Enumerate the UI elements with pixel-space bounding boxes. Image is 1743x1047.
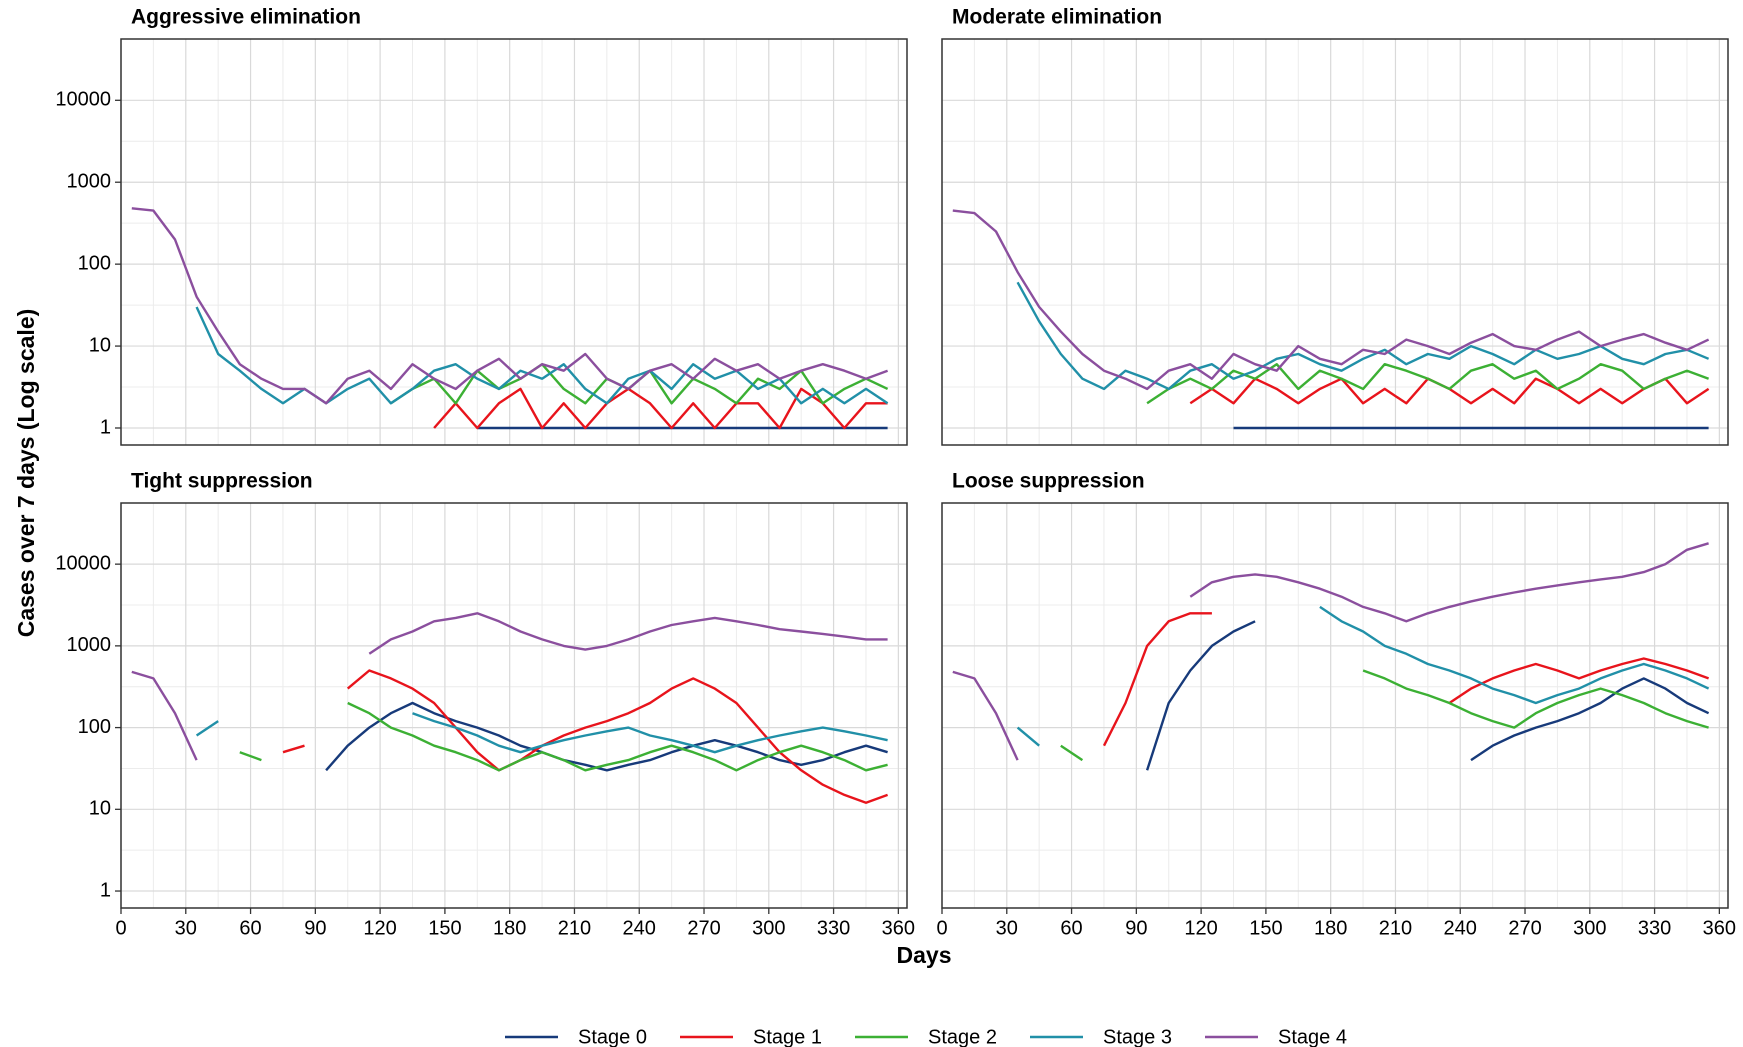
- x-tick-label: 210: [558, 917, 591, 939]
- x-tick-label: 0: [115, 917, 126, 939]
- panel-border: [941, 502, 1729, 909]
- series-line: [1102, 612, 1710, 747]
- panel-border: [120, 502, 908, 909]
- panel-background: [121, 503, 907, 908]
- x-tick-label: 330: [1638, 917, 1671, 939]
- y-tick-label: 1: [100, 879, 111, 901]
- x-tick-label: 90: [1125, 917, 1147, 939]
- x-tick-label: 0: [936, 917, 947, 939]
- x-tick-label: 300: [752, 917, 785, 939]
- x-tick-label: 240: [1444, 917, 1477, 939]
- y-tick-label: 1000: [67, 634, 112, 656]
- x-tick-label: 120: [1184, 917, 1217, 939]
- series-line: [1145, 620, 1710, 771]
- x-tick-label: 30: [175, 917, 197, 939]
- panel-title: Moderate elimination: [952, 6, 1162, 29]
- series-line: [131, 612, 888, 761]
- x-axis-title: Days: [897, 942, 952, 968]
- y-tick-label: 100: [78, 716, 111, 738]
- series-line: [1016, 605, 1710, 747]
- panel-border: [120, 38, 908, 446]
- panel-border: [941, 38, 1729, 446]
- series-line: [1146, 363, 1710, 405]
- x-tick-label: 360: [1703, 917, 1736, 939]
- legend-label: Stage 1: [753, 1026, 822, 1047]
- series-line: [282, 669, 889, 804]
- y-axis-title: Cases over 7 days (Log scale): [13, 309, 39, 638]
- panel-title: Aggressive elimination: [131, 6, 361, 29]
- x-tick-label: 150: [1249, 917, 1282, 939]
- x-tick-label: 150: [428, 917, 461, 939]
- series-line: [239, 701, 888, 772]
- y-tick-label: 1000: [67, 171, 112, 193]
- y-tick-label: 10000: [55, 552, 111, 574]
- series-line: [952, 542, 1709, 761]
- x-tick-label: 60: [239, 917, 261, 939]
- x-tick-label: 210: [1379, 917, 1412, 939]
- y-tick-label: 1: [100, 416, 111, 438]
- x-tick-label: 330: [817, 917, 850, 939]
- series-line: [952, 209, 1710, 391]
- y-tick-label: 100: [78, 252, 111, 274]
- panel-title: Loose suppression: [952, 470, 1145, 493]
- x-tick-label: 240: [623, 917, 656, 939]
- x-tick-label: 300: [1573, 917, 1606, 939]
- x-tick-label: 90: [304, 917, 326, 939]
- x-tick-label: 120: [363, 917, 396, 939]
- series-line: [1060, 669, 1709, 762]
- y-tick-label: 10: [89, 798, 111, 820]
- series-line: [1016, 281, 1710, 391]
- x-tick-label: 30: [996, 917, 1018, 939]
- legend-label: Stage 2: [928, 1026, 997, 1047]
- x-tick-label: 270: [687, 917, 720, 939]
- series-line: [131, 207, 889, 405]
- y-tick-label: 10000: [55, 89, 111, 111]
- series-line: [195, 712, 888, 754]
- legend-label: Stage 0: [578, 1026, 647, 1047]
- x-tick-label: 360: [882, 917, 915, 939]
- legend-label: Stage 3: [1103, 1026, 1172, 1047]
- x-tick-label: 180: [493, 917, 526, 939]
- x-tick-label: 270: [1508, 917, 1541, 939]
- x-tick-label: 180: [1314, 917, 1347, 939]
- y-tick-label: 10: [89, 334, 111, 356]
- panel-title: Tight suppression: [131, 470, 313, 493]
- x-tick-label: 60: [1060, 917, 1082, 939]
- legend-label: Stage 4: [1278, 1026, 1347, 1047]
